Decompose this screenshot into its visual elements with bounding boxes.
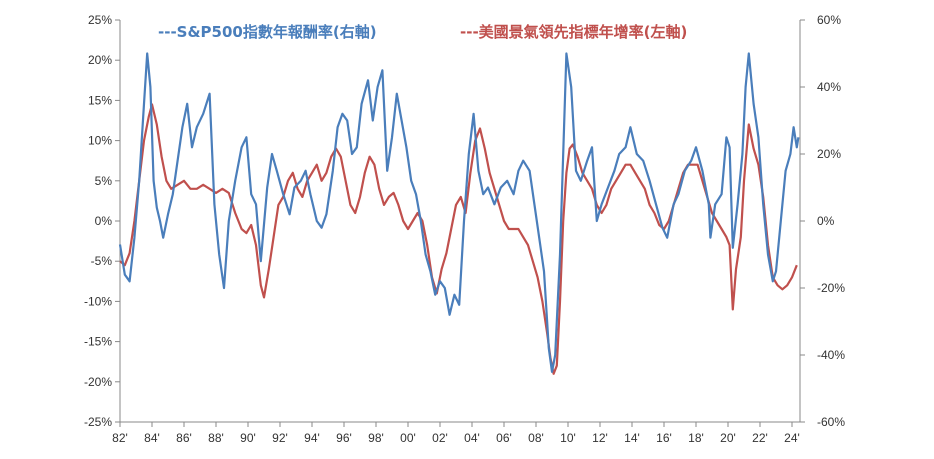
series-layer (118, 52, 800, 375)
x-tick-label: 18' (688, 431, 704, 445)
left-tick-label: 5% (95, 174, 113, 188)
right-axis-ticks: 60% 40% 20% 0% -20% -40% -60% (800, 13, 845, 429)
right-tick-label: 60% (817, 13, 841, 27)
chart-axes (119, 20, 801, 423)
left-tick-label: 0% (95, 214, 113, 228)
x-tick-label: 92' (272, 431, 288, 445)
right-tick-label: -40% (817, 348, 845, 362)
x-tick-label: 10' (560, 431, 576, 445)
left-tick-label: 15% (88, 93, 112, 107)
x-tick-label: 12' (592, 431, 608, 445)
right-tick-label: 0% (817, 214, 835, 228)
left-tick-label: -20% (84, 375, 112, 389)
right-tick-label: -20% (817, 281, 845, 295)
x-tick-label: 04' (464, 431, 480, 445)
x-tick-label: 88' (208, 431, 224, 445)
x-axis-ticks: 82' 84' 86' 88' 90' 92' 94' 96' 98' 00' 02' 04' 06' 0… (112, 422, 800, 445)
x-tick-label: 86' (176, 431, 192, 445)
right-tick-label: 20% (817, 147, 841, 161)
x-tick-label: 98' (368, 431, 384, 445)
x-tick-label: 06' (496, 431, 512, 445)
x-tick-label: 14' (624, 431, 640, 445)
x-tick-label: 02' (432, 431, 448, 445)
x-tick-label: 20' (720, 431, 736, 445)
left-tick-label: 10% (88, 134, 112, 148)
sp500-return-line (118, 52, 800, 373)
x-tick-label: 84' (144, 431, 160, 445)
left-tick-label: 20% (88, 53, 112, 67)
leading-index-line (119, 103, 798, 375)
left-tick-label: -5% (91, 254, 113, 268)
x-tick-label: 94' (304, 431, 320, 445)
x-tick-label: 00' (400, 431, 416, 445)
x-tick-label: 90' (240, 431, 256, 445)
left-tick-label: -10% (84, 294, 112, 308)
right-tick-label: 40% (817, 80, 841, 94)
x-tick-label: 24' (784, 431, 800, 445)
left-tick-label: 25% (88, 13, 112, 27)
left-tick-label: -15% (84, 335, 112, 349)
right-tick-label: -60% (817, 415, 845, 429)
left-tick-label: -25% (84, 415, 112, 429)
x-tick-label: 16' (656, 431, 672, 445)
x-tick-label: 96' (336, 431, 352, 445)
legend-leading-index: ---美國景氣領先指標年增率(左軸) (460, 23, 687, 41)
legend: ---S&P500指數年報酬率(右軸) ---美國景氣領先指標年增率(左軸) (158, 23, 687, 41)
x-tick-label: 22' (752, 431, 768, 445)
left-axis-ticks: 25% 20% 15% 10% 5% 0% -5% -10% -15% -20% -25% (84, 13, 120, 429)
x-tick-label: 82' (112, 431, 128, 445)
x-tick-label: 08' (528, 431, 544, 445)
legend-sp500: ---S&P500指數年報酬率(右軸) (158, 23, 377, 41)
